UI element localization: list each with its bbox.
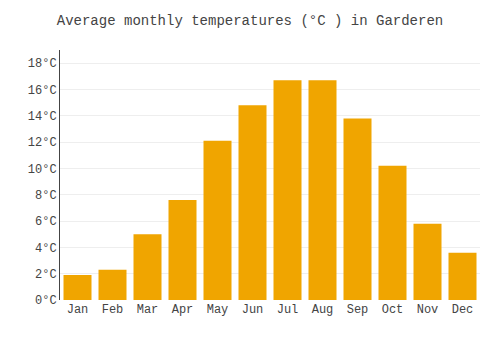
svg-text:14°C: 14°C: [28, 110, 57, 124]
svg-text:Oct: Oct: [382, 303, 404, 317]
svg-text:May: May: [207, 303, 229, 317]
svg-text:Jan: Jan: [67, 303, 89, 317]
svg-text:16°C: 16°C: [28, 84, 57, 98]
svg-text:Average monthly temperatures (: Average monthly temperatures (°C ) in Ga…: [57, 13, 443, 29]
svg-text:4°C: 4°C: [35, 242, 57, 256]
svg-text:8°C: 8°C: [35, 189, 57, 203]
svg-text:Apr: Apr: [172, 303, 194, 317]
svg-text:Jul: Jul: [277, 303, 299, 317]
svg-text:18°C: 18°C: [28, 57, 57, 71]
svg-text:Dec: Dec: [452, 303, 474, 317]
svg-text:6°C: 6°C: [35, 215, 57, 229]
svg-text:Nov: Nov: [417, 303, 439, 317]
svg-text:Sep: Sep: [347, 303, 369, 317]
svg-text:10°C: 10°C: [28, 163, 57, 177]
svg-text:12°C: 12°C: [28, 136, 57, 150]
svg-text:0°C: 0°C: [35, 294, 57, 308]
svg-text:Aug: Aug: [312, 303, 334, 317]
svg-text:2°C: 2°C: [35, 268, 57, 282]
svg-text:Feb: Feb: [102, 303, 124, 317]
svg-text:Mar: Mar: [137, 303, 159, 317]
svg-text:Jun: Jun: [242, 303, 264, 317]
